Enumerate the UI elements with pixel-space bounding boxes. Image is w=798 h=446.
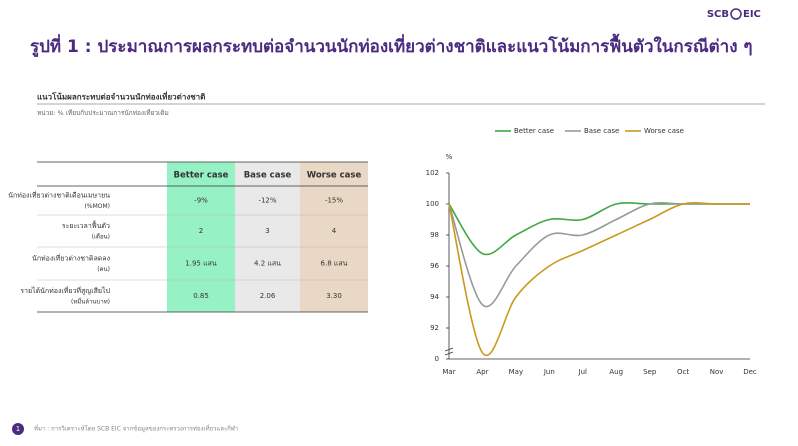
row-unit: (เดือน) xyxy=(92,233,110,241)
logo-right: EIC xyxy=(743,9,761,20)
y-tick-label: 92 xyxy=(430,324,439,332)
column-header: Worse case xyxy=(307,171,362,181)
y-axis-label: % xyxy=(446,153,453,161)
legend-label: Worse case xyxy=(644,127,684,135)
column-header: Base case xyxy=(244,171,292,181)
row-unit: (%MOM) xyxy=(85,203,110,210)
x-tick-label: May xyxy=(509,368,523,376)
row-unit: (หมื่นล้านบาท) xyxy=(71,298,110,306)
page-number: 1 xyxy=(16,425,20,433)
legend-label: Better case xyxy=(514,127,554,135)
cell: 0.85 xyxy=(193,292,209,300)
series-line xyxy=(448,202,750,357)
unit-note: หน่วย: % เทียบกับประมาณการนักท่องเที่ยวเ… xyxy=(37,108,169,117)
y-tick-label: 100 xyxy=(426,200,439,208)
cell: 6.8 แสน xyxy=(321,260,348,268)
cell: -15% xyxy=(325,197,343,205)
x-tick-label: Sep xyxy=(643,368,657,376)
x-tick-label: Apr xyxy=(476,368,488,376)
row-label: ระยะเวลาฟื้นตัว xyxy=(62,219,110,230)
series-line xyxy=(448,202,750,308)
cell: 1.95 แสน xyxy=(185,260,217,268)
y-tick-label: 98 xyxy=(430,231,439,239)
x-tick-label: Dec xyxy=(743,368,757,376)
y-tick-label: 94 xyxy=(430,293,439,301)
column-bg xyxy=(300,162,368,312)
axis-break xyxy=(444,347,454,356)
x-tick-label: Mar xyxy=(442,368,455,376)
row-label: นักท่องเที่ยวต่างชาติเดือนเมษายน xyxy=(8,191,110,200)
row-unit: (คน) xyxy=(97,266,110,273)
y-tick-label: 102 xyxy=(426,169,439,177)
x-tick-label: Jun xyxy=(543,368,555,376)
page-badge xyxy=(12,423,24,435)
x-tick-label: Nov xyxy=(710,368,724,376)
legend-label: Base case xyxy=(584,127,619,135)
cell: 4.2 แสน xyxy=(254,260,281,268)
logo-left: SCB xyxy=(707,9,729,20)
slide-title: รูปที่ 1 : ประมาณการผลกระทบต่อจำนวนนักท่… xyxy=(30,33,753,58)
cell: 3.30 xyxy=(326,292,342,300)
x-tick-label: Oct xyxy=(677,368,689,376)
cell: -9% xyxy=(194,197,208,205)
cell: 3 xyxy=(265,227,269,235)
cell: 2 xyxy=(199,227,203,235)
y-tick-label: 0 xyxy=(435,355,439,363)
column-bg xyxy=(167,162,235,312)
column-header: Better case xyxy=(174,171,229,181)
row-label: นักท่องเที่ยวต่างชาติลดลง xyxy=(32,254,110,263)
cell: -12% xyxy=(258,197,276,205)
source-note: ที่มา : การวิเคราะห์โดย SCB EIC จากข้อมู… xyxy=(34,425,238,433)
x-tick-label: Jul xyxy=(578,368,588,376)
x-tick-label: Aug xyxy=(609,368,623,376)
column-bg xyxy=(235,162,300,312)
cell: 4 xyxy=(332,227,337,235)
subtitle: แนวโน้มผลกระทบต่อจำนวนนักท่องเที่ยวต่างช… xyxy=(37,91,205,102)
logo-icon xyxy=(730,8,742,20)
y-tick-label: 96 xyxy=(430,262,439,270)
cell: 2.06 xyxy=(260,292,276,300)
row-label: รายได้นักท่องเที่ยวที่สูญเสียไป xyxy=(20,286,110,295)
